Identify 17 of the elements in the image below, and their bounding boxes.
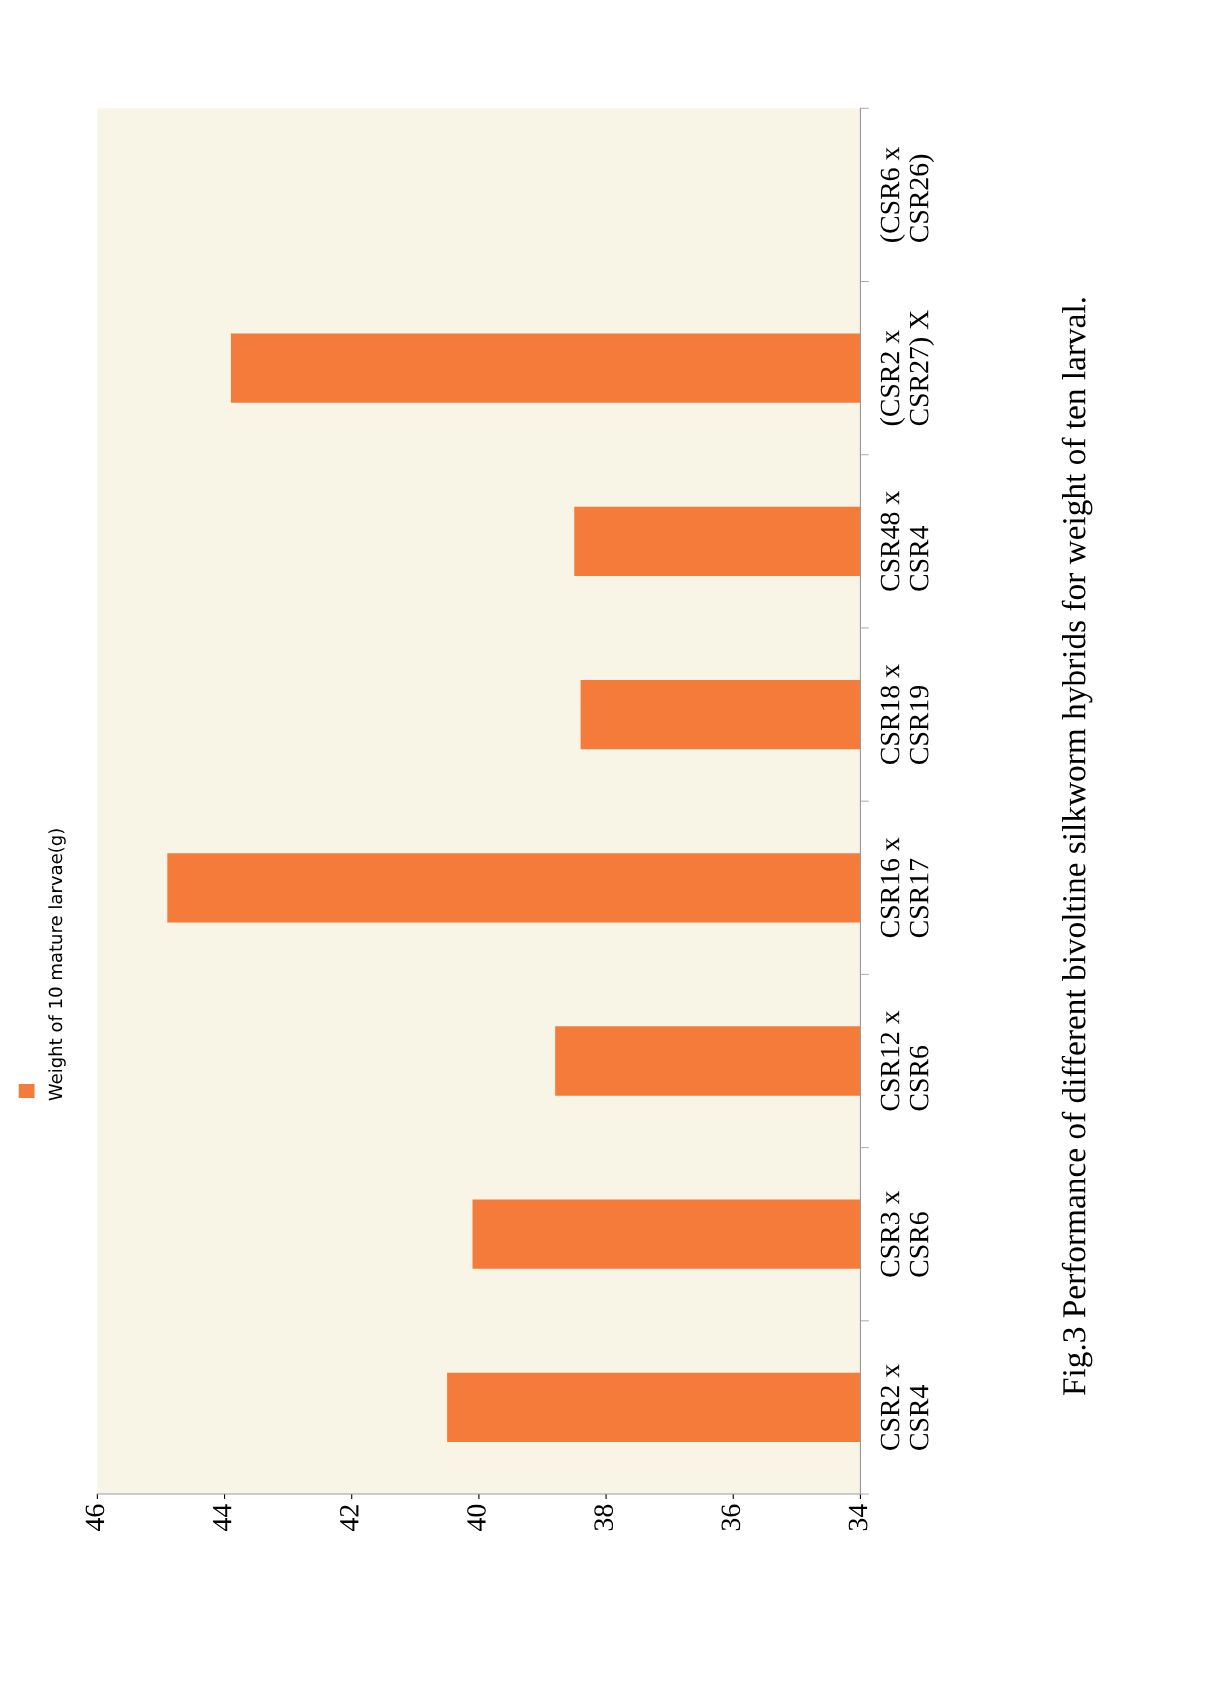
x-tick-label: 34 xyxy=(848,1504,868,1531)
text: Weight of 10 mature larvae(g) xyxy=(48,829,66,1101)
x-tick-label: 36 xyxy=(721,1504,741,1531)
text: Fig.3 Performance of different bivoltine silkworm hybrids for weight of ten larval. xyxy=(1061,298,1093,1396)
x-tick-label: 44 xyxy=(212,1504,232,1531)
y-tick-label: CSR2 x CSR4 xyxy=(880,1364,929,1450)
x-tick-label: 40 xyxy=(467,1504,486,1531)
x-tick-label: 46 xyxy=(85,1504,105,1531)
y-tick-label: (CSR2 x CSR27) X xyxy=(879,310,935,426)
x-tick-label: 42 xyxy=(340,1505,359,1531)
y-tick-label: CSR12 x CSR6 xyxy=(880,1010,929,1111)
y-tick-label: CSR16 x CSR17 xyxy=(880,837,929,938)
y-tick-label: CSR18 x CSR19 xyxy=(880,664,929,764)
y-tick-label: CSR48 x CSR4 xyxy=(880,491,929,591)
x-tick-label: 38 xyxy=(594,1504,614,1531)
y-tick-label: CSR3 x CSR6 xyxy=(880,1190,929,1277)
y-tick-label: (CSR6 x CSR26) xyxy=(879,147,935,242)
